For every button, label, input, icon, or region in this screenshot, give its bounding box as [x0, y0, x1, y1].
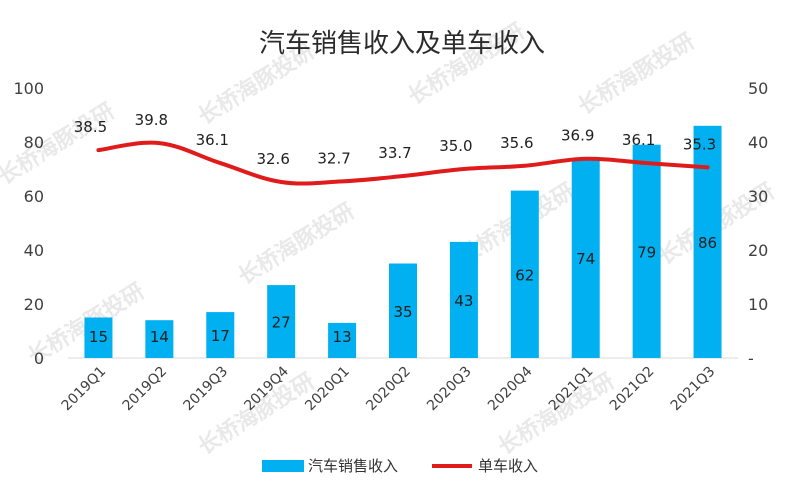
right-y-tick-label: 40	[748, 133, 768, 152]
bar	[267, 285, 296, 358]
bar	[571, 158, 600, 358]
line-data-label: 35.0	[439, 137, 472, 155]
legend: 汽车销售收入 单车收入	[262, 457, 538, 475]
chart-title: 汽车销售收入及单车收入	[259, 29, 545, 59]
left-y-tick-label: 0	[34, 349, 44, 368]
right-y-tick-label: 30	[748, 187, 768, 206]
bar-data-label: 17	[211, 327, 230, 345]
legend-label-line: 单车收入	[478, 457, 538, 475]
bar	[389, 263, 417, 358]
bar	[510, 190, 539, 358]
bar-data-label: 86	[698, 234, 717, 252]
line-data-label: 36.1	[622, 131, 655, 149]
bar-data-label: 79	[637, 243, 656, 261]
x-axis-ticks: 2019Q1 2019Q2 2019Q3 2019Q4 2020Q1 2020Q2 2020…	[59, 363, 719, 414]
bar-data-label: 43	[454, 292, 473, 310]
legend-label-bar: 汽车销售收入	[308, 457, 398, 475]
x-tick-label: 2020Q4	[485, 363, 536, 414]
x-tick-label: 2019Q3	[180, 364, 231, 415]
line-data-label: 39.8	[135, 111, 168, 129]
bar-data-label: 35	[393, 303, 412, 321]
x-tick-label: 2020Q3	[424, 364, 475, 415]
bar-series: 15 14 17 27 13 35 43 62 74 79 86	[84, 125, 722, 358]
left-y-axis: 0 20 40 60 80 100	[13, 79, 44, 368]
bar-data-label: 27	[272, 314, 291, 332]
right-y-tick-label: -	[748, 349, 754, 368]
line-data-label: 32.6	[256, 150, 289, 168]
left-y-tick-label: 100	[13, 79, 44, 98]
line-data-label: 36.9	[561, 127, 594, 145]
line-path	[96, 140, 710, 186]
x-tick-label: 2019Q1	[59, 364, 110, 415]
line-data-label: 33.7	[378, 144, 411, 162]
legend-swatch-bar	[262, 460, 304, 472]
bar	[632, 144, 661, 358]
line-data-label: 35.6	[500, 134, 533, 152]
bar-data-label: 15	[89, 328, 108, 346]
line-data-label: 36.1	[196, 131, 229, 149]
watermark-text: 长桥海豚投研	[0, 98, 119, 190]
bar	[145, 320, 174, 358]
bar	[693, 125, 722, 358]
left-y-tick-label: 60	[24, 187, 44, 206]
x-tick-label: 2019Q2	[120, 364, 171, 415]
left-y-tick-label: 80	[24, 133, 44, 152]
left-y-tick-label: 20	[24, 295, 44, 314]
right-y-tick-label: 20	[748, 241, 768, 260]
bar	[206, 312, 235, 358]
bar-data-label: 13	[333, 328, 352, 346]
right-y-tick-label: 50	[748, 79, 768, 98]
bar	[328, 322, 357, 358]
bar-data-label: 62	[515, 266, 534, 284]
right-y-axis: - 10 20 30 40 50	[748, 79, 768, 368]
watermark-text: 长桥海豚投研	[233, 198, 359, 290]
line-series: 38.5 39.8 36.1 32.6 32.7 33.7 35.0 35.6 36.9 36.1…	[74, 111, 716, 186]
watermark-text: 长桥海豚投研	[573, 28, 699, 120]
bar-data-label: 74	[576, 250, 595, 268]
x-tick-label: 2020Q2	[363, 364, 414, 415]
x-tick-label: 2021Q3	[668, 364, 719, 415]
line-data-label: 32.7	[317, 149, 350, 167]
bar	[84, 317, 113, 358]
line-data-label: 35.3	[683, 135, 716, 153]
line-data-label: 38.5	[74, 118, 107, 136]
left-y-tick-label: 40	[24, 241, 44, 260]
bar	[449, 241, 478, 358]
bar-data-label: 14	[150, 328, 169, 346]
right-y-tick-label: 10	[748, 295, 768, 314]
